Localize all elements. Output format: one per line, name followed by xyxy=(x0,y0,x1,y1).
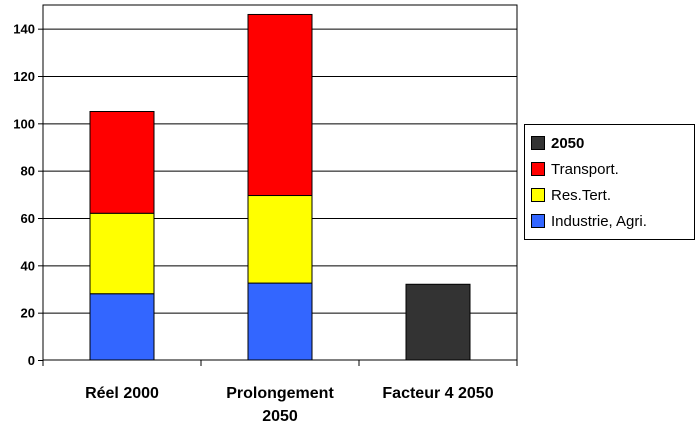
y-tick-label: 40 xyxy=(21,258,35,273)
legend-swatch xyxy=(531,136,545,150)
x-category-label: Facteur 4 2050 xyxy=(382,385,493,402)
bar-segment xyxy=(89,111,155,214)
legend-item: Industrie, Agri. xyxy=(531,208,694,234)
legend-item: 2050 xyxy=(531,130,694,156)
bar-segment xyxy=(247,282,313,361)
x-axis-labels: Réel 2000 Prolongement 2050 Facteur 4 2050 xyxy=(85,385,494,425)
y-tick-label: 60 xyxy=(21,211,35,226)
bar-segment xyxy=(247,195,313,284)
y-tick-label: 80 xyxy=(21,164,35,179)
y-tick-label: 140 xyxy=(13,22,35,37)
bar-segment xyxy=(405,283,471,361)
legend-label: 2050 xyxy=(551,134,585,152)
x-category-label: 2050 xyxy=(262,408,298,425)
bar-segment xyxy=(89,212,155,295)
y-axis-ticks: 0 20 40 60 80 100 120 140 xyxy=(13,22,43,368)
plot-frame xyxy=(42,4,518,361)
bar-segment xyxy=(89,293,155,361)
bar-segment xyxy=(247,13,313,197)
legend-label: Industrie, Agri. xyxy=(551,212,647,230)
legend-swatch xyxy=(531,162,545,176)
y-tick-label: 120 xyxy=(13,69,35,84)
legend: 2050 Transport. Res.Tert. Industrie, Agri. xyxy=(524,124,695,240)
legend-swatch xyxy=(531,188,545,202)
y-tick-label: 20 xyxy=(21,306,35,321)
bars xyxy=(89,13,471,361)
legend-label: Res.Tert. xyxy=(551,186,612,204)
y-tick-label: 100 xyxy=(13,116,35,131)
legend-item: Transport. xyxy=(531,156,694,182)
x-category-label: Prolongement xyxy=(226,385,334,402)
y-tick-label: 0 xyxy=(28,353,35,368)
legend-swatch xyxy=(531,214,545,228)
legend-item: Res.Tert. xyxy=(531,182,694,208)
legend-label: Transport. xyxy=(551,160,619,178)
x-category-label: Réel 2000 xyxy=(85,385,159,402)
